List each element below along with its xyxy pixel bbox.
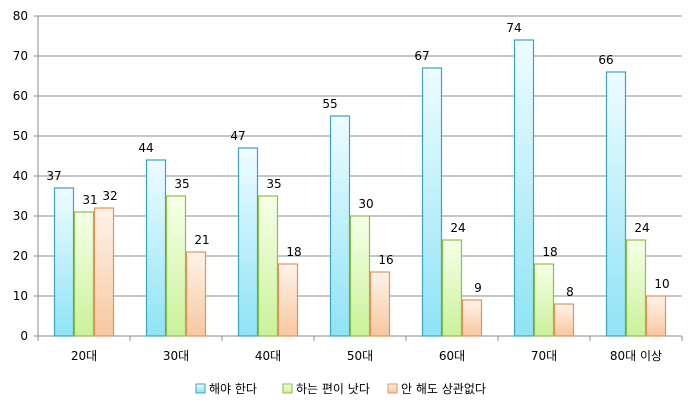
bar-3 (645, 295, 667, 337)
bar-1 (329, 115, 351, 337)
legend-swatch (195, 383, 206, 394)
bar-1 (421, 67, 443, 337)
x-tick-label: 60대 (439, 349, 465, 363)
data-label: 74 (506, 21, 521, 35)
y-tick-label: 40 (13, 169, 28, 183)
x-tick-label: 40대 (255, 349, 281, 363)
bar-3 (185, 251, 207, 337)
legend-label: 하는 편이 낫다 (296, 382, 370, 396)
data-label: 9 (474, 281, 482, 295)
bar-2 (257, 195, 279, 337)
x-tick-label: 30대 (163, 349, 189, 363)
y-tick-label: 70 (13, 49, 28, 63)
bar-2 (349, 215, 371, 337)
bar-3 (369, 271, 391, 337)
data-label: 66 (598, 53, 613, 67)
bar-2 (625, 239, 647, 337)
data-label: 31 (82, 193, 97, 207)
data-label: 24 (634, 221, 649, 235)
bar-3 (277, 263, 299, 337)
data-label: 18 (542, 245, 557, 259)
data-label: 30 (358, 197, 373, 211)
data-label: 16 (378, 253, 393, 267)
data-label: 24 (450, 221, 465, 235)
legend-swatch (282, 383, 293, 394)
x-tick-label: 20대 (71, 349, 97, 363)
legend-label: 해야 한다 (209, 382, 257, 396)
y-tick-label: 50 (13, 129, 28, 143)
bar-1 (145, 159, 167, 337)
data-label: 37 (46, 169, 61, 183)
data-label: 10 (654, 277, 669, 291)
data-label: 47 (230, 129, 245, 143)
bar-2 (165, 195, 187, 337)
x-tick-label: 70대 (531, 349, 557, 363)
data-label: 35 (174, 177, 189, 191)
y-tick-label: 80 (13, 9, 28, 23)
data-label: 18 (286, 245, 301, 259)
legend-swatch (387, 383, 398, 394)
x-tick-label: 50대 (347, 349, 373, 363)
bar-1 (605, 71, 627, 337)
data-label: 8 (566, 285, 574, 299)
bar-3 (461, 299, 483, 337)
bar-1 (237, 147, 259, 337)
y-tick-label: 10 (13, 289, 28, 303)
data-label: 21 (194, 233, 209, 247)
y-tick-label: 30 (13, 209, 28, 223)
data-label: 67 (414, 49, 429, 63)
x-tick-label: 80대 이상 (610, 349, 662, 363)
y-tick-label: 0 (20, 329, 28, 343)
legend-label: 안 해도 상관없다 (401, 382, 486, 396)
bar-2 (533, 263, 555, 337)
data-label: 55 (322, 97, 337, 111)
data-label: 44 (138, 141, 153, 155)
bar-1 (53, 187, 75, 337)
data-label: 32 (102, 189, 117, 203)
bar-2 (73, 211, 95, 337)
bar-1 (513, 39, 535, 337)
bar-3 (553, 303, 575, 337)
bar-3 (93, 207, 115, 337)
y-tick-label: 20 (13, 249, 28, 263)
bar-2 (441, 239, 463, 337)
y-tick-label: 60 (13, 89, 28, 103)
data-label: 35 (266, 177, 281, 191)
